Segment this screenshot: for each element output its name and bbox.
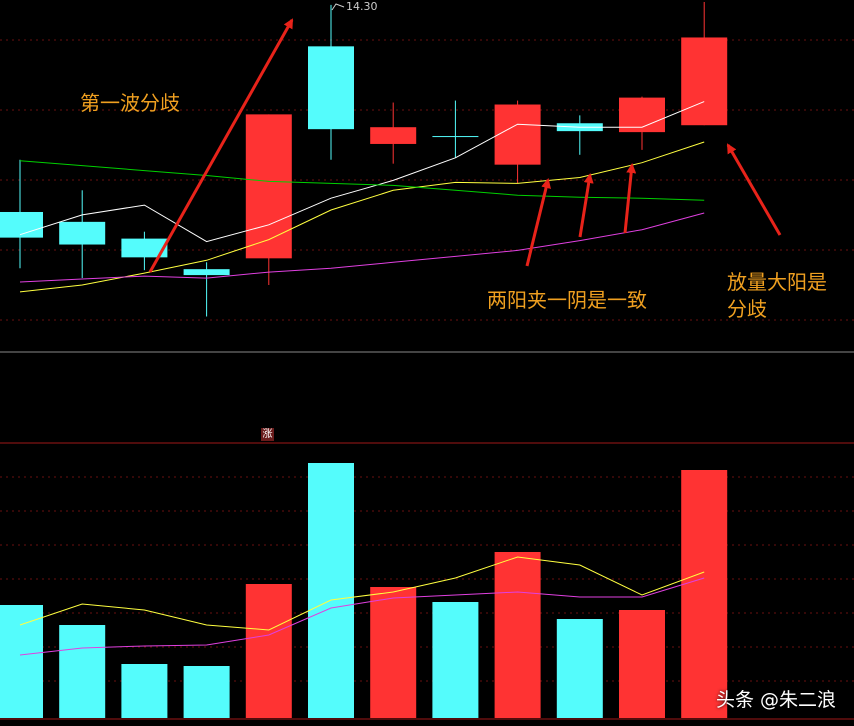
volume-bar	[59, 625, 106, 718]
ma-line	[19, 160, 705, 201]
background-rules	[0, 39, 854, 682]
candle-body	[370, 127, 417, 144]
candle-body	[183, 269, 230, 276]
candle-body	[432, 136, 479, 138]
volume-bar	[121, 664, 168, 718]
candle-body	[619, 97, 665, 133]
watermark: 头条 @朱二浪	[715, 689, 836, 711]
high-label: 14.30	[346, 0, 378, 13]
ma-line	[19, 101, 705, 243]
candle-body	[308, 46, 354, 130]
candle-body	[59, 221, 106, 245]
volume-bar	[681, 470, 728, 718]
candle-body	[681, 37, 728, 126]
volume-bar	[245, 584, 292, 718]
annotation: 放量大阳是分歧	[727, 270, 827, 321]
ma-line	[19, 141, 705, 293]
candle-body	[494, 104, 541, 165]
volume-bar	[0, 605, 43, 718]
candle-body	[245, 114, 292, 259]
volume-bar	[432, 602, 479, 718]
badge: 涨	[261, 428, 274, 441]
candle-body	[121, 238, 168, 258]
volume-bar	[494, 552, 541, 718]
annotation: 两阳夹一阴是一致	[487, 288, 647, 312]
candle-body	[0, 211, 43, 238]
ma-line	[19, 556, 705, 631]
volume-bar	[308, 463, 354, 718]
arrows	[148, 18, 782, 273]
volume-bar	[183, 666, 230, 718]
ma-line	[19, 212, 705, 283]
annotation: 第一波分歧	[80, 91, 180, 115]
volume-bar	[556, 619, 603, 718]
volume-bar	[370, 587, 417, 718]
ma-line	[19, 577, 705, 656]
volume-bar	[619, 610, 665, 718]
marks	[0, 1, 728, 718]
high-marker	[331, 3, 345, 11]
